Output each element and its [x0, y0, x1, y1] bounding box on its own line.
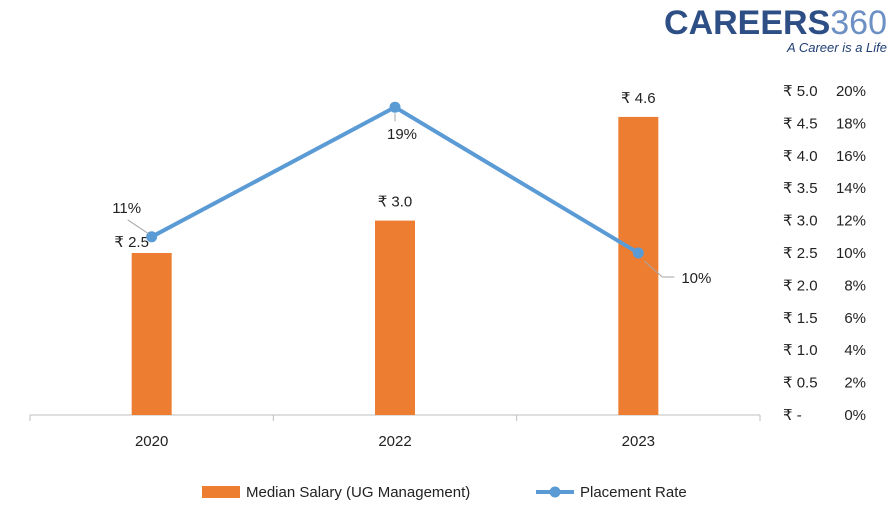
y-left-tick-label: ₹ 1.5	[783, 310, 818, 327]
y-right-tick-label: 12%	[836, 213, 866, 230]
y-left-tick-label: ₹ 4.5	[783, 115, 818, 132]
legend-marker-placement-rate	[549, 486, 561, 498]
line-point-2020	[146, 231, 158, 243]
x-tick-label-2023: 2023	[622, 433, 655, 450]
y-right-tick-label: 2%	[844, 375, 866, 392]
bar-2023	[618, 116, 659, 416]
legend-swatch-median-salary	[202, 486, 240, 498]
logo-wordmark: CAREERS360	[664, 4, 887, 42]
y-left-tick-label: ₹ 3.0	[783, 213, 818, 230]
line-data-label: 11%	[112, 200, 141, 217]
y-left-tick-label: ₹ 4.0	[783, 148, 818, 165]
bar-2020	[131, 253, 172, 415]
y-left-tick-label: ₹ 5.0	[783, 83, 818, 100]
logo-tagline: A Career is a Life	[787, 40, 887, 55]
y-right-tick-label: 16%	[836, 148, 866, 165]
legend-label-median-salary: Median Salary (UG Management)	[246, 484, 470, 501]
legend-label-placement-rate: Placement Rate	[580, 484, 687, 501]
y-left-tick-label: ₹ 2.5	[783, 245, 818, 262]
y-left-tick-label: ₹ 3.5	[783, 180, 818, 197]
x-tick-label-2022: 2022	[378, 433, 411, 450]
bar-2022	[375, 220, 415, 415]
line-point-2023	[632, 247, 644, 259]
careers360-logo: CAREERS360 A Career is a Life	[664, 4, 887, 55]
bar-data-label: ₹ 3.0	[378, 194, 413, 211]
y-right-tick-label: 6%	[844, 310, 866, 327]
line-data-label: 10%	[681, 270, 711, 287]
y-right-tick-label: 14%	[836, 180, 866, 197]
bar-data-label: ₹ 4.6	[621, 90, 656, 107]
y-right-tick-label: 10%	[836, 245, 866, 262]
bar-data-label: ₹ 2.5	[114, 234, 149, 251]
line-data-label: 19%	[387, 126, 417, 143]
y-right-tick-label: 8%	[844, 277, 866, 294]
y-left-tick-label: ₹ 0.5	[783, 375, 818, 392]
y-right-tick-label: 18%	[836, 115, 866, 132]
y-right-tick-label: 0%	[844, 407, 866, 424]
y-left-tick-label: ₹ -	[783, 407, 802, 424]
y-left-tick-label: ₹ 2.0	[783, 277, 818, 294]
x-tick-label-2020: 2020	[135, 433, 168, 450]
line-point-2022	[389, 101, 401, 113]
y-right-tick-label: 4%	[844, 342, 866, 359]
y-left-tick-label: ₹ 1.0	[783, 342, 818, 359]
line-label-leader	[127, 219, 149, 235]
line-label-leader	[644, 260, 675, 278]
y-right-tick-label: 20%	[836, 83, 866, 100]
